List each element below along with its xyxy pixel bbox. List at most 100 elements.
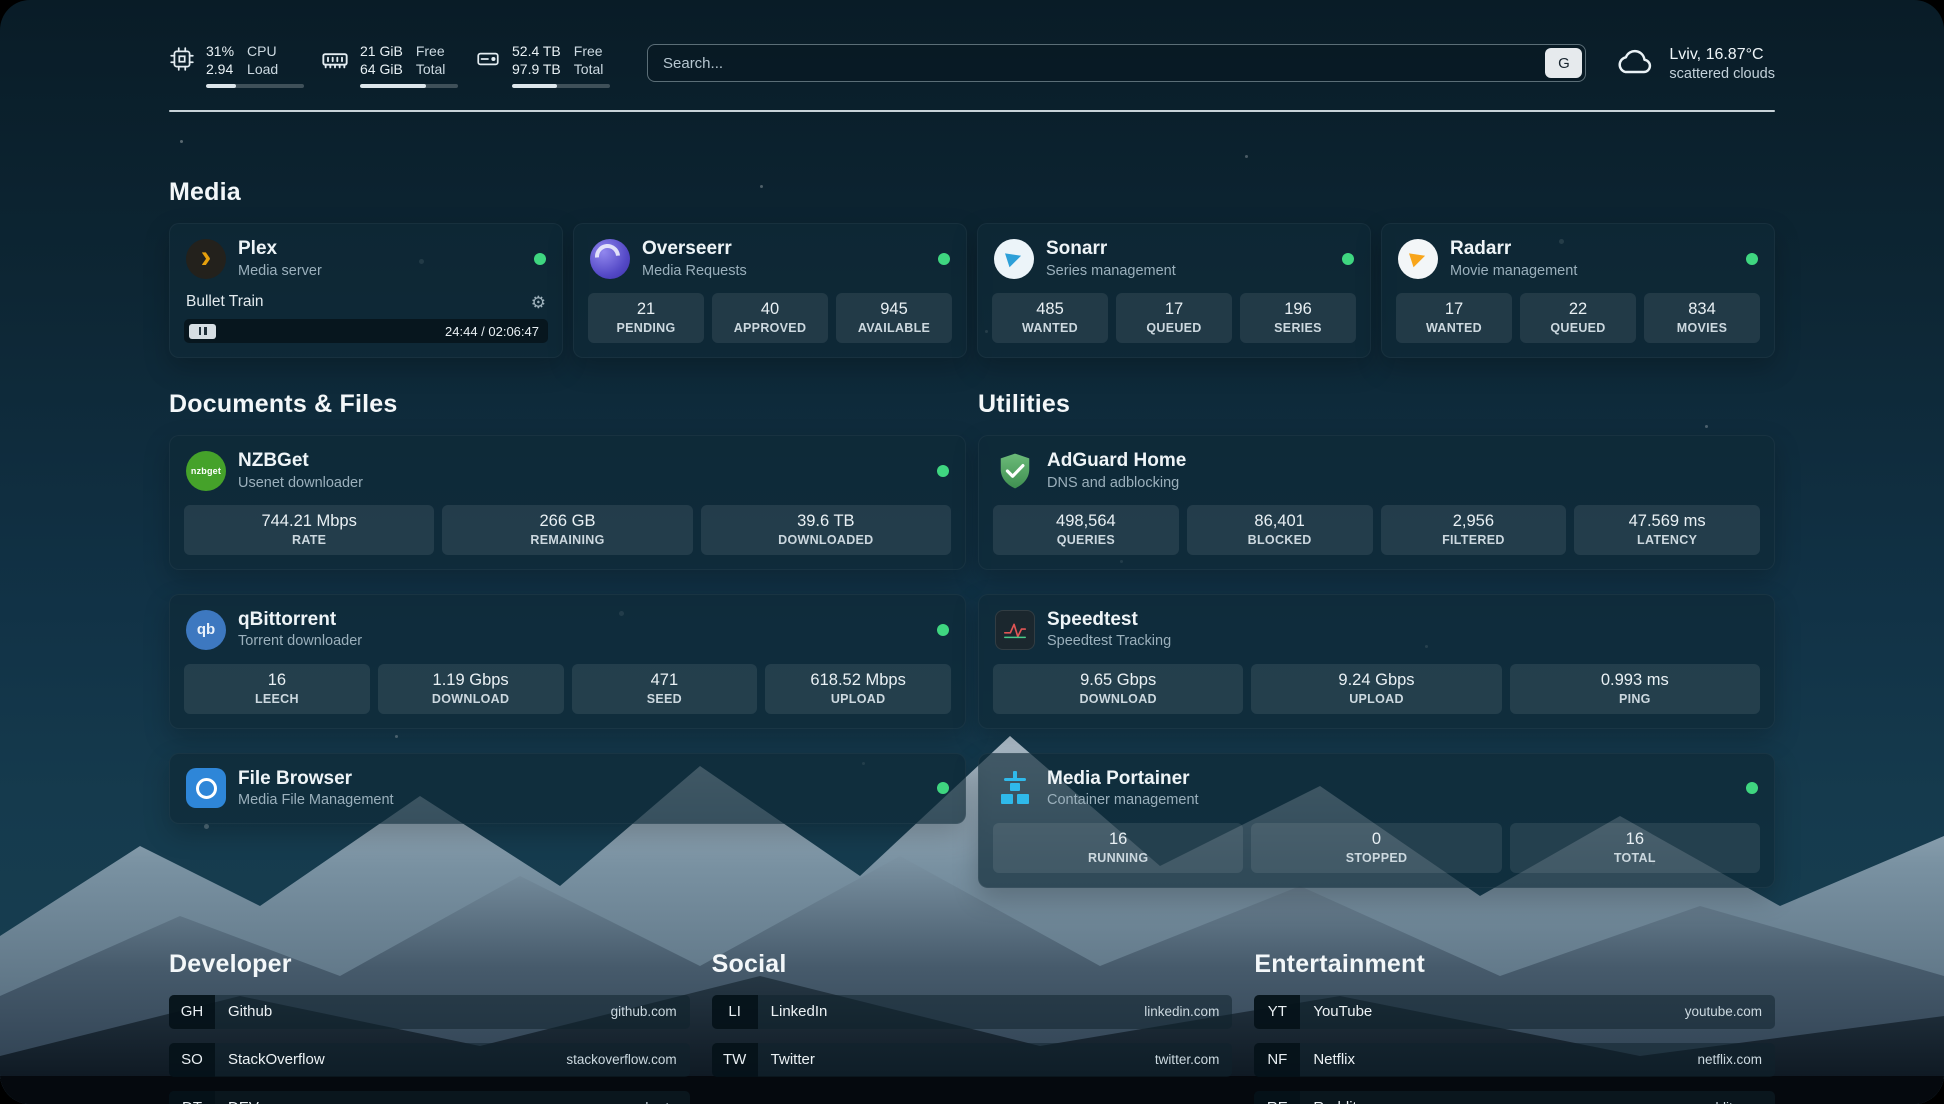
stat-label: SERIES [1274, 321, 1322, 336]
stat-tile: 9.65 Gbps DOWNLOAD [993, 663, 1244, 714]
bookmark-abbr: YT [1254, 994, 1301, 1029]
cpu-progress-bar [206, 84, 304, 89]
stat-label: WANTED [1022, 321, 1078, 336]
bookmarks-group-developer: Developer GH Github github.com SO StackO… [169, 950, 690, 1104]
status-dot [534, 252, 546, 265]
stat-tile: 618.52 Mbps UPLOAD [765, 663, 951, 714]
bookmark-dev[interactable]: DT DEV dev.to [169, 1090, 690, 1104]
app-description: Media File Management [238, 792, 394, 809]
stat-tile: 744.21 Mbps RATE [184, 505, 435, 556]
qbittorrent-icon: qb [186, 609, 226, 650]
stat-value: 0 [1371, 829, 1382, 848]
app-name: qBittorrent [238, 609, 337, 631]
utilities-column: Utilities [978, 390, 1775, 888]
bookmark-abbr: GH [169, 994, 215, 1029]
disk-free-value: 52.4 TB [512, 43, 561, 59]
search-provider-button[interactable]: G [1545, 48, 1583, 78]
bookmark-twitter[interactable]: TW Twitter twitter.com [711, 1042, 1233, 1077]
portainer-card[interactable]: Media Portainer Container management 16 … [978, 752, 1775, 888]
plex-card[interactable]: › Plex Media server Bullet Train ⚙ [169, 223, 563, 359]
sonarr-card[interactable]: ▶ Sonarr Series management 485 WANTED [977, 223, 1371, 359]
stat-label: DOWNLOADED [778, 533, 874, 548]
cpu-widget: 31% 2.94 CPU Load [169, 42, 304, 89]
app-description: Movie management [1450, 262, 1578, 279]
bookmark-youtube[interactable]: YT YouTube youtube.com [1254, 994, 1775, 1029]
weather-location: Lviv, 16.87°C [1669, 46, 1764, 63]
bookmark-name: YouTube [1313, 1003, 1373, 1021]
app-name: Speedtest [1047, 609, 1138, 631]
bookmark-url: netflix.com [1697, 1052, 1762, 1068]
stat-tile: 16 TOTAL [1509, 822, 1760, 873]
app-description: Container management [1047, 792, 1199, 809]
stat-value: 16 [267, 670, 287, 689]
nzbget-card[interactable]: nzbget NZBGet Usenet downloader 744.21 M… [169, 435, 966, 571]
stat-label: SEED [646, 691, 682, 706]
stat-tile: 16 LEECH [184, 663, 370, 714]
bookmark-reddit[interactable]: RE Reddit reddit.com [1254, 1090, 1775, 1104]
overseerr-card[interactable]: Overseerr Media Requests 21 PENDING 40 A… [573, 223, 967, 359]
stat-label: PENDING [616, 321, 676, 336]
bookmark-url: linkedin.com [1144, 1004, 1220, 1020]
bookmark-linkedin[interactable]: LI LinkedIn linkedin.com [711, 994, 1233, 1029]
stat-value: 40 [760, 300, 780, 319]
disk-free-label: Free [573, 43, 603, 59]
bookmark-stackoverflow[interactable]: SO StackOverflow stackoverflow.com [169, 1042, 690, 1077]
app-description: Usenet downloader [238, 474, 363, 491]
memory-total-label: Total [415, 61, 446, 78]
qbittorrent-card[interactable]: qb qBittorrent Torrent downloader 16 LEE… [169, 594, 966, 729]
bookmark-github[interactable]: GH Github github.com [169, 994, 690, 1029]
bookmark-url: dev.to [641, 1091, 690, 1104]
bookmark-name: LinkedIn [770, 1003, 828, 1021]
app-name: Sonarr [1046, 238, 1108, 260]
search-input[interactable] [647, 44, 1587, 82]
status-dot [938, 252, 950, 265]
stat-label: REMAINING [530, 533, 605, 548]
app-name: Radarr [1450, 238, 1512, 260]
bookmark-name: DEV [215, 1091, 259, 1104]
radarr-card[interactable]: ▶ Radarr Movie management 17 WANTED [1381, 223, 1775, 359]
bookmark-abbr: LI [711, 994, 758, 1029]
stat-tile: 0.993 ms PING [1509, 663, 1760, 714]
gear-icon[interactable]: ⚙ [530, 292, 546, 312]
stat-tile: 22 QUEUED [1520, 293, 1636, 344]
overseerr-icon [590, 238, 630, 279]
stat-value: 9.65 Gbps [1080, 670, 1157, 689]
weather-widget: Lviv, 16.87°C scattered clouds [1614, 44, 1775, 84]
adguard-card[interactable]: AdGuard Home DNS and adblocking 498,564 … [978, 435, 1775, 571]
bookmark-name: Netflix [1313, 1051, 1356, 1069]
stat-value: 196 [1284, 300, 1312, 319]
bookmark-netflix[interactable]: NF Netflix netflix.com [1254, 1042, 1775, 1077]
app-name: NZBGet [238, 450, 309, 472]
stat-tile: 485 WANTED [992, 293, 1108, 344]
app-name: Overseerr [642, 238, 732, 260]
disk-total-label: Total [573, 61, 604, 78]
stat-tile: 834 MOVIES [1644, 293, 1760, 344]
stat-tile: 17 WANTED [1396, 293, 1512, 344]
bookmark-name: Reddit [1300, 1091, 1356, 1104]
filebrowser-card[interactable]: File Browser Media File Management [169, 752, 966, 824]
top-bar: 31% 2.94 CPU Load [169, 0, 1775, 89]
playback-progress-bar: 24:44 / 02:06:47 [184, 319, 548, 344]
stat-tile: 471 SEED [571, 663, 758, 714]
stat-value: 834 [1688, 300, 1716, 319]
stat-tile: 17 QUEUED [1116, 293, 1232, 344]
stat-label: MOVIES [1676, 321, 1728, 336]
pause-button[interactable] [189, 323, 216, 339]
memory-total-value: 64 GiB [360, 61, 403, 78]
stat-value: 86,401 [1254, 512, 1305, 531]
disk-widget: 52.4 TB 97.9 TB Free Total [475, 42, 610, 89]
section-title-media: Media [169, 178, 241, 207]
adguard-icon [995, 451, 1035, 491]
stat-value: 39.6 TB [797, 512, 855, 531]
stat-tile: 498,564 QUERIES [993, 505, 1179, 556]
bookmark-abbr: SO [169, 1042, 215, 1077]
stat-tile: 21 PENDING [588, 293, 704, 344]
cpu-usage-value: 31% [206, 43, 235, 59]
bookmark-name: StackOverflow [228, 1051, 325, 1069]
status-dot [937, 782, 949, 795]
section-title-utilities: Utilities [978, 390, 1071, 419]
memory-widget: 21 GiB 64 GiB Free Total [321, 42, 458, 89]
speedtest-card[interactable]: Speedtest Speedtest Tracking 9.65 Gbps D… [978, 594, 1775, 729]
app-description: Media server [238, 262, 322, 279]
section-title-documents: Documents & Files [169, 390, 398, 419]
